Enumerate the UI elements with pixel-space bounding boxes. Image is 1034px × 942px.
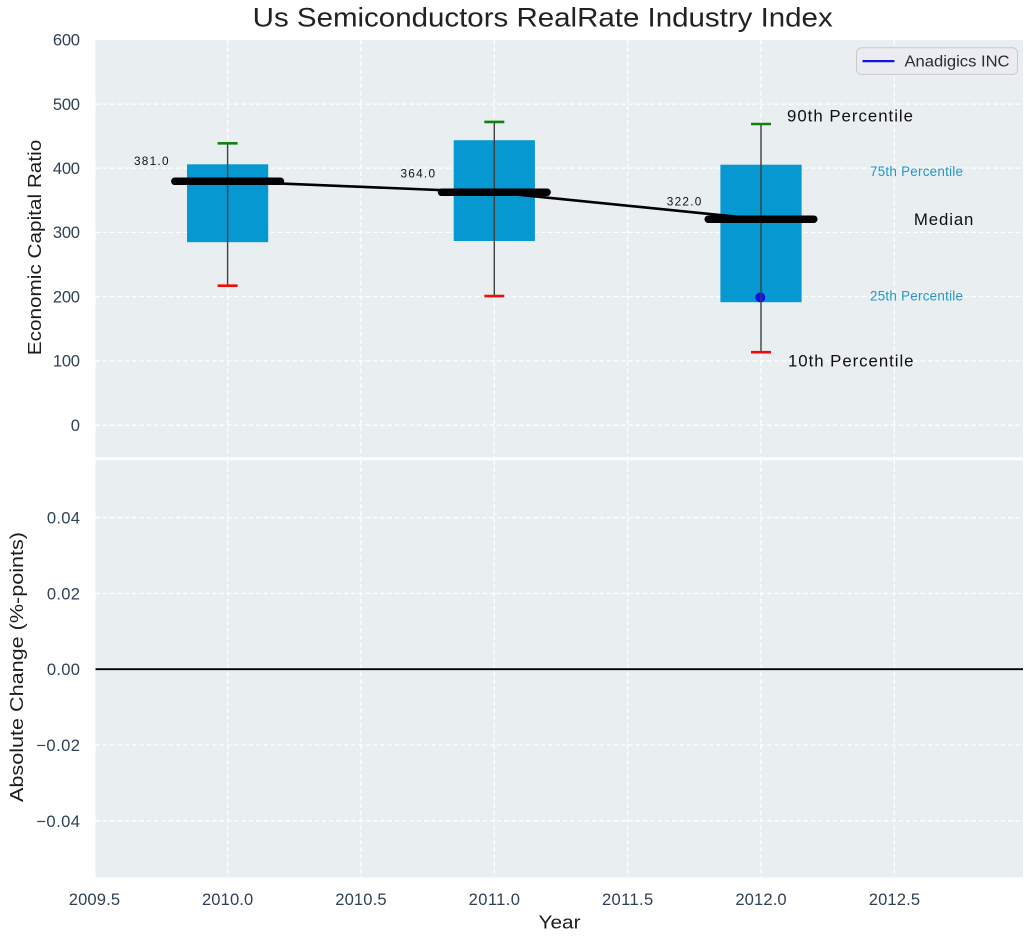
svg-text:2011.5: 2011.5 [602,890,653,909]
svg-text:100: 100 [53,352,80,371]
svg-text:2012.0: 2012.0 [735,890,786,909]
svg-text:90th Percentile: 90th Percentile [787,106,913,125]
svg-text:381.0: 381.0 [134,154,169,168]
svg-text:−0.02: −0.02 [36,736,80,755]
svg-text:2012.5: 2012.5 [869,890,920,909]
svg-text:322.0: 322.0 [667,195,702,209]
svg-text:Us Semiconductors RealRate Ind: Us Semiconductors RealRate Industry Inde… [253,3,834,33]
svg-text:0.00: 0.00 [47,660,80,679]
svg-text:Anadigics INC: Anadigics INC [905,54,1010,71]
svg-text:300: 300 [53,223,80,242]
svg-text:0.02: 0.02 [47,584,80,603]
svg-text:400: 400 [53,159,80,178]
svg-text:75th Percentile: 75th Percentile [870,164,963,179]
svg-text:0.04: 0.04 [47,509,80,528]
svg-text:10th Percentile: 10th Percentile [788,351,914,370]
svg-text:2010.5: 2010.5 [335,890,386,909]
svg-text:−0.04: −0.04 [36,812,80,831]
svg-text:2010.0: 2010.0 [202,890,253,909]
svg-text:Absolute Change (%-points): Absolute Change (%-points) [6,532,27,802]
svg-text:200: 200 [53,287,80,306]
svg-text:364.0: 364.0 [401,167,436,181]
svg-text:0: 0 [71,416,80,435]
svg-text:Economic Capital Ratio: Economic Capital Ratio [24,140,45,356]
svg-text:Year: Year [539,913,581,933]
svg-text:2011.0: 2011.0 [469,890,520,909]
svg-text:Median: Median [914,210,974,229]
svg-text:25th Percentile: 25th Percentile [870,289,963,304]
svg-text:2009.5: 2009.5 [69,890,120,909]
svg-text:600: 600 [53,30,80,49]
svg-text:500: 500 [53,95,80,114]
